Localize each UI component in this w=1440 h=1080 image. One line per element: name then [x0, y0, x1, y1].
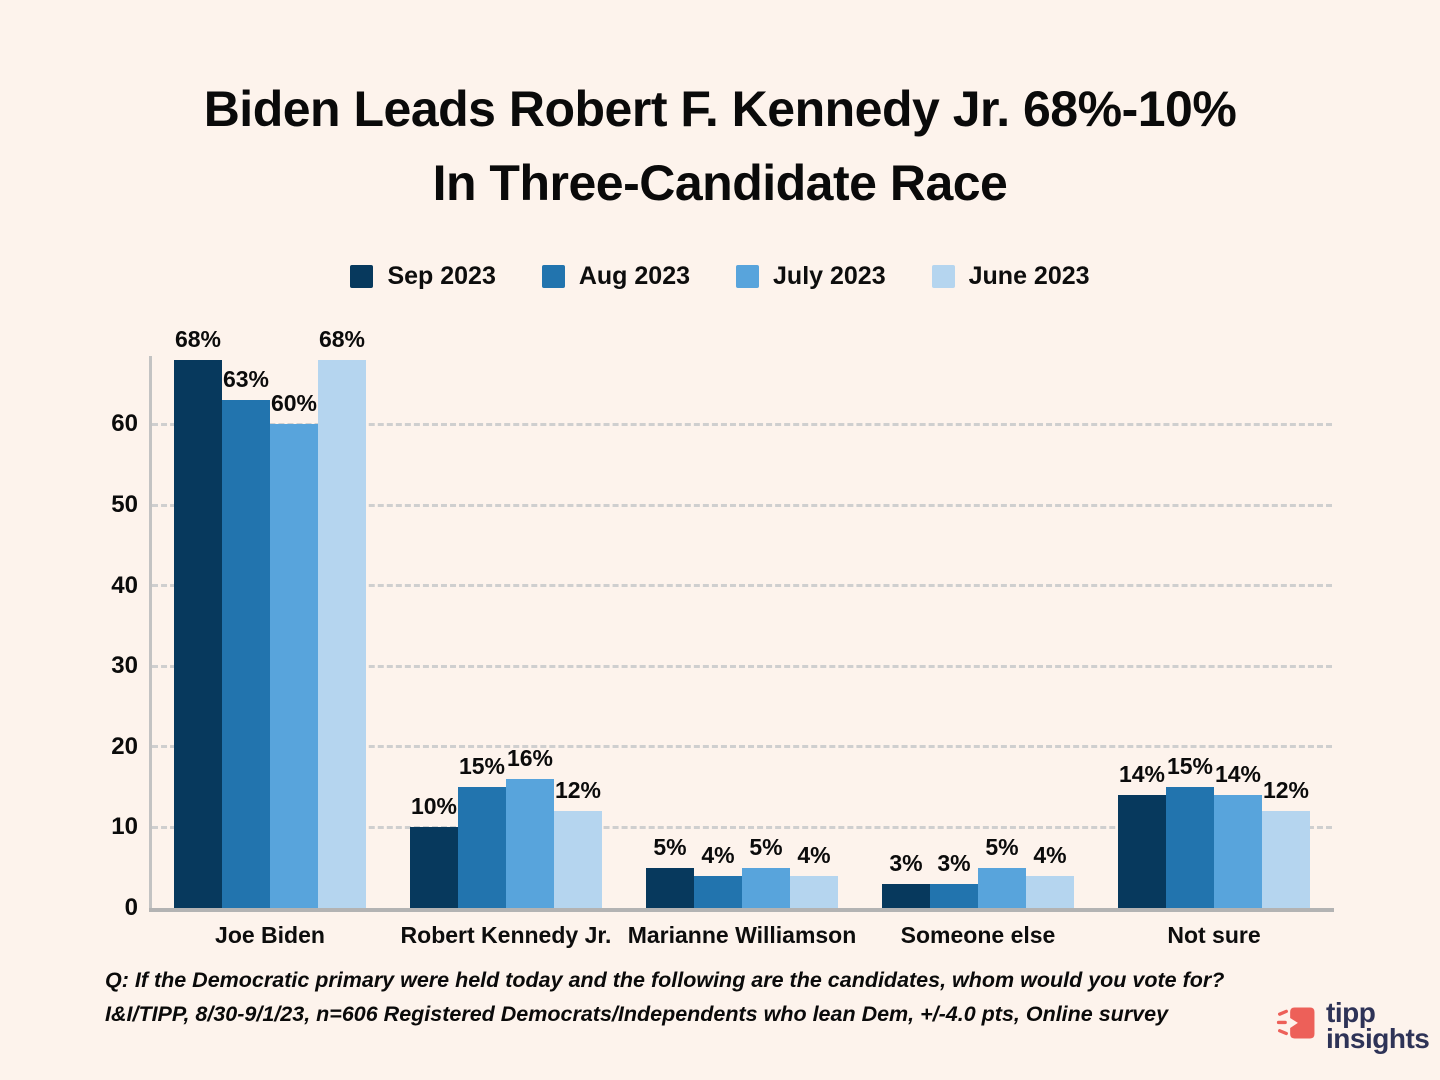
y-axis-line: [149, 356, 152, 908]
bar-robert-kennedy-jr-july-2023: [506, 779, 554, 908]
chart-title-line1: Biden Leads Robert F. Kennedy Jr. 68%-10…: [203, 81, 1237, 137]
bar-value-label-someone-else-sep-2023: 3%: [889, 849, 923, 876]
gridline-40: [152, 584, 1332, 588]
bar-value-label-someone-else-july-2023: 5%: [985, 833, 1019, 860]
bar-robert-kennedy-jr-sep-2023: [410, 827, 458, 908]
x-category-label-joe-biden: Joe Biden: [215, 922, 325, 948]
gridline-30: [152, 664, 1332, 668]
chart-legend: Sep 2023 Aug 2023 July 2023 June 2023: [0, 262, 1440, 291]
bar-joe-biden-july-2023: [270, 424, 318, 908]
bar-joe-biden-aug-2023: [222, 400, 270, 908]
bar-value-label-not-sure-july-2023: 14%: [1214, 761, 1262, 788]
bar-marianne-williamson-june-2023: [790, 875, 838, 908]
bar-value-label-robert-kennedy-jr-july-2023: 16%: [506, 745, 554, 772]
legend-item-july-2023: July 2023: [736, 262, 886, 291]
legend-label: Aug 2023: [578, 262, 691, 290]
tipp-insights-logo: tipp insights: [1276, 997, 1430, 1054]
bar-value-label-robert-kennedy-jr-aug-2023: 15%: [458, 753, 506, 780]
chart-footnote: Q: If the Democratic primary were held t…: [105, 963, 1325, 1031]
legend-label: Sep 2023: [387, 262, 496, 290]
bar-someone-else-sep-2023: [882, 883, 930, 908]
bar-value-label-joe-biden-aug-2023: 63%: [222, 366, 270, 393]
x-category-label-robert-kennedy-jr: Robert Kennedy Jr.: [400, 922, 612, 948]
bar-not-sure-sep-2023: [1118, 795, 1166, 908]
bar-value-label-marianne-williamson-sep-2023: 5%: [653, 833, 687, 860]
bar-value-label-marianne-williamson-july-2023: 5%: [749, 833, 783, 860]
bar-not-sure-june-2023: [1262, 811, 1310, 908]
bar-someone-else-july-2023: [978, 867, 1026, 908]
megaphone-icon: [1276, 1007, 1315, 1039]
x-category-label-someone-else: Someone else: [900, 922, 1056, 948]
bar-marianne-williamson-sep-2023: [646, 867, 694, 908]
y-tick-label-60: 60: [111, 410, 138, 438]
bar-value-label-not-sure-june-2023: 12%: [1262, 777, 1310, 804]
y-tick-label-20: 20: [111, 732, 138, 760]
logo-line-insights: insights: [1326, 1023, 1430, 1054]
bar-value-label-someone-else-aug-2023: 3%: [937, 849, 971, 876]
bar-value-label-robert-kennedy-jr-sep-2023: 10%: [410, 793, 458, 820]
footnote-methodology: I&I/TIPP, 8/30-9/1/23, n=606 Registered …: [105, 1002, 1169, 1026]
gridline-50: [152, 503, 1332, 507]
x-category-label-not-sure: Not sure: [1167, 922, 1261, 948]
gridline-10: [152, 825, 1332, 829]
gridline-60: [152, 422, 1332, 426]
legend-item-sep-2023: Sep 2023: [350, 262, 496, 291]
bar-someone-else-aug-2023: [930, 883, 978, 908]
bar-value-label-marianne-williamson-aug-2023: 4%: [701, 841, 735, 868]
chart-title-line2: In Three-Candidate Race: [432, 155, 1008, 211]
y-tick-label-40: 40: [111, 571, 138, 599]
bar-value-label-robert-kennedy-jr-june-2023: 12%: [554, 777, 602, 804]
footnote-question: Q: If the Democratic primary were held t…: [105, 968, 1225, 992]
legend-item-aug-2023: Aug 2023: [541, 262, 691, 291]
bar-value-label-joe-biden-july-2023: 60%: [270, 390, 318, 417]
bar-value-label-not-sure-sep-2023: 14%: [1118, 761, 1166, 788]
bar-marianne-williamson-july-2023: [742, 867, 790, 908]
bar-value-label-someone-else-june-2023: 4%: [1033, 841, 1067, 868]
x-axis-line: [149, 908, 1334, 912]
y-tick-label-30: 30: [111, 652, 138, 680]
chart-title: Biden Leads Robert F. Kennedy Jr. 68%-10…: [0, 72, 1440, 220]
legend-swatch-sep-2023: [350, 265, 374, 288]
bar-value-label-marianne-williamson-june-2023: 4%: [797, 841, 831, 868]
bar-value-label-joe-biden-sep-2023: 68%: [174, 326, 222, 352]
y-tick-label-10: 10: [111, 813, 138, 841]
legend-swatch-june-2023: [931, 265, 955, 288]
legend-item-june-2023: June 2023: [931, 262, 1090, 291]
bar-joe-biden-june-2023: [318, 360, 366, 908]
logo-wordmark: tipp insights: [1326, 997, 1430, 1054]
y-tick-label-50: 50: [111, 491, 138, 519]
gridline-20: [152, 745, 1332, 749]
legend-swatch-july-2023: [736, 265, 760, 288]
bar-value-label-not-sure-aug-2023: 15%: [1166, 753, 1214, 780]
legend-label: July 2023: [773, 262, 886, 290]
bar-robert-kennedy-jr-june-2023: [554, 811, 602, 908]
bar-value-label-joe-biden-june-2023: 68%: [318, 326, 366, 352]
legend-label: June 2023: [968, 262, 1090, 290]
bar-not-sure-aug-2023: [1166, 787, 1214, 908]
bar-someone-else-june-2023: [1026, 875, 1074, 908]
x-category-label-marianne-williamson: Marianne Williamson: [627, 922, 857, 948]
bar-marianne-williamson-aug-2023: [694, 875, 742, 908]
logo-line-tipp: tipp: [1326, 997, 1376, 1028]
legend-swatch-aug-2023: [541, 265, 565, 288]
y-tick-label-0: 0: [124, 894, 138, 921]
bar-joe-biden-sep-2023: [174, 360, 222, 908]
bar-not-sure-july-2023: [1214, 795, 1262, 908]
bar-robert-kennedy-jr-aug-2023: [458, 787, 506, 908]
